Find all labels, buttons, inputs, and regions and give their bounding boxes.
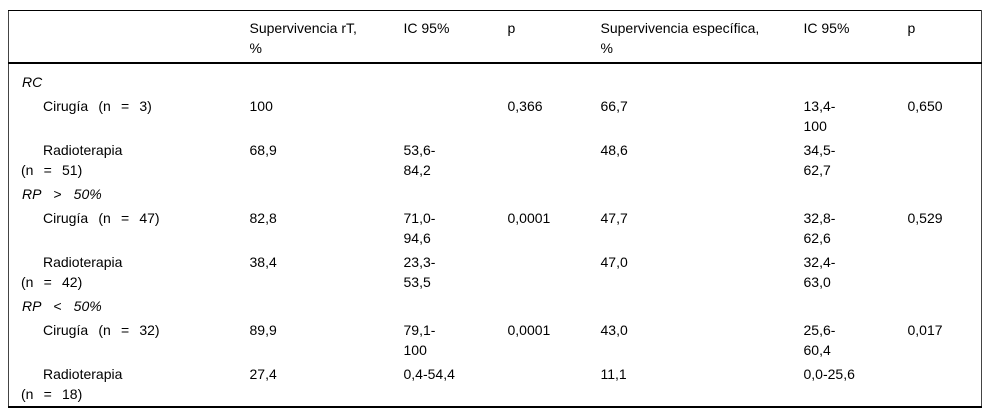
group-row-rp-menor-50: RP < 50% bbox=[9, 294, 982, 318]
group-label: RC bbox=[22, 74, 43, 90]
table-row-cirugia-rp-menor: Cirugía (n = 32) 89,9 79,1- 100 0,0001 4… bbox=[9, 318, 982, 362]
cell-surv-esp: 47,0 bbox=[600, 254, 628, 270]
cell-p-esp: 0,017 bbox=[907, 322, 943, 338]
cell-ic-esp: 34,5- 62,7 bbox=[803, 142, 836, 178]
cell-p-rt bbox=[508, 138, 601, 182]
cell-ic-esp: 25,6- 60,4 bbox=[803, 322, 836, 358]
row-label: Radioterapia (n = 42) bbox=[21, 254, 123, 290]
table-row-radioterapia-rc: Radioterapia (n = 51) 68,9 53,6- 84,2 48… bbox=[9, 138, 982, 182]
cell-ic-esp: 32,4- 63,0 bbox=[803, 254, 836, 290]
header-p-rt: p bbox=[507, 10, 601, 64]
header-ic95-rt: IC 95% bbox=[403, 10, 508, 64]
cell-ic-rt: 79,1- 100 bbox=[403, 322, 436, 358]
cell-surv-rt: 100 bbox=[249, 98, 273, 114]
cell-surv-rt: 38,4 bbox=[249, 254, 277, 270]
cell-ic-esp: 13,4- 100 bbox=[803, 98, 836, 134]
header-ic95-especifica: IC 95% bbox=[803, 10, 908, 64]
cell-ic-esp: 0,0-25,6 bbox=[803, 366, 855, 382]
cell-ic-rt: 71,0- 94,6 bbox=[403, 210, 436, 246]
cell-p-esp bbox=[908, 250, 982, 294]
cell-ic-rt: 23,3- 53,5 bbox=[403, 254, 436, 290]
cell-surv-rt: 27,4 bbox=[249, 366, 277, 382]
row-label: Radioterapia (n = 51) bbox=[21, 142, 123, 178]
cell-p-esp: 0,529 bbox=[907, 210, 943, 226]
group-row-rp-mayor-50: RP > 50% bbox=[9, 182, 982, 206]
group-label: RP < 50% bbox=[22, 298, 102, 314]
cell-ic-esp: 32,8- 62,6 bbox=[803, 210, 836, 246]
cell-p-rt bbox=[508, 362, 601, 407]
header-p-especifica: p bbox=[907, 10, 982, 64]
row-label: Radioterapia (n = 18) bbox=[21, 366, 123, 402]
table-row-cirugia-rp-mayor: Cirugía (n = 47) 82,8 71,0- 94,6 0,0001 … bbox=[9, 206, 982, 250]
table-body: RC Cirugía (n = 3) 100 0,366 66,7 13,4- … bbox=[9, 63, 982, 407]
cell-surv-esp: 47,7 bbox=[600, 210, 628, 226]
table-row-radioterapia-rp-mayor: Radioterapia (n = 42) 38,4 23,3- 53,5 47… bbox=[9, 250, 982, 294]
row-label: Cirugía (n = 32) bbox=[43, 322, 160, 338]
group-label: RP > 50% bbox=[22, 186, 102, 202]
cell-surv-esp: 11,1 bbox=[600, 366, 627, 382]
header-empty bbox=[8, 10, 250, 64]
cell-ic-rt: 53,6- 84,2 bbox=[403, 142, 436, 178]
cell-p-esp: 0,650 bbox=[907, 98, 943, 114]
cell-ic-rt bbox=[404, 94, 508, 138]
cell-p-rt: 0,0001 bbox=[507, 210, 551, 226]
cell-p-esp bbox=[908, 138, 982, 182]
cell-p-esp bbox=[908, 362, 982, 407]
row-label: Cirugía (n = 47) bbox=[43, 210, 160, 226]
group-row-rc: RC bbox=[9, 63, 982, 94]
cell-ic-rt: 0,4-54,4 bbox=[403, 366, 455, 382]
cell-surv-rt: 82,8 bbox=[249, 210, 277, 226]
cell-surv-esp: 48,6 bbox=[600, 142, 628, 158]
survival-statistics-table: Supervivencia rT, % IC 95% p Supervivenc… bbox=[8, 10, 982, 408]
row-label: Cirugía (n = 3) bbox=[43, 98, 152, 114]
header-row: Supervivencia rT, % IC 95% p Supervivenc… bbox=[8, 10, 982, 64]
header-supervivencia-especifica: Supervivencia específica, % bbox=[600, 10, 804, 64]
cell-p-rt: 0,0001 bbox=[507, 322, 551, 338]
cell-surv-rt: 68,9 bbox=[249, 142, 277, 158]
header-supervivencia-rt: Supervivencia rT, % bbox=[249, 10, 404, 64]
cell-surv-esp: 43,0 bbox=[600, 322, 628, 338]
table-header: Supervivencia rT, % IC 95% p Supervivenc… bbox=[8, 10, 982, 64]
table-row-cirugia-rc: Cirugía (n = 3) 100 0,366 66,7 13,4- 100… bbox=[9, 94, 982, 138]
table-row-radioterapia-rp-menor: Radioterapia (n = 18) 27,4 0,4-54,4 11,1… bbox=[9, 362, 982, 407]
cell-surv-rt: 89,9 bbox=[249, 322, 277, 338]
cell-p-rt bbox=[508, 250, 601, 294]
cell-surv-esp: 66,7 bbox=[600, 98, 628, 114]
cell-p-rt: 0,366 bbox=[507, 98, 543, 114]
